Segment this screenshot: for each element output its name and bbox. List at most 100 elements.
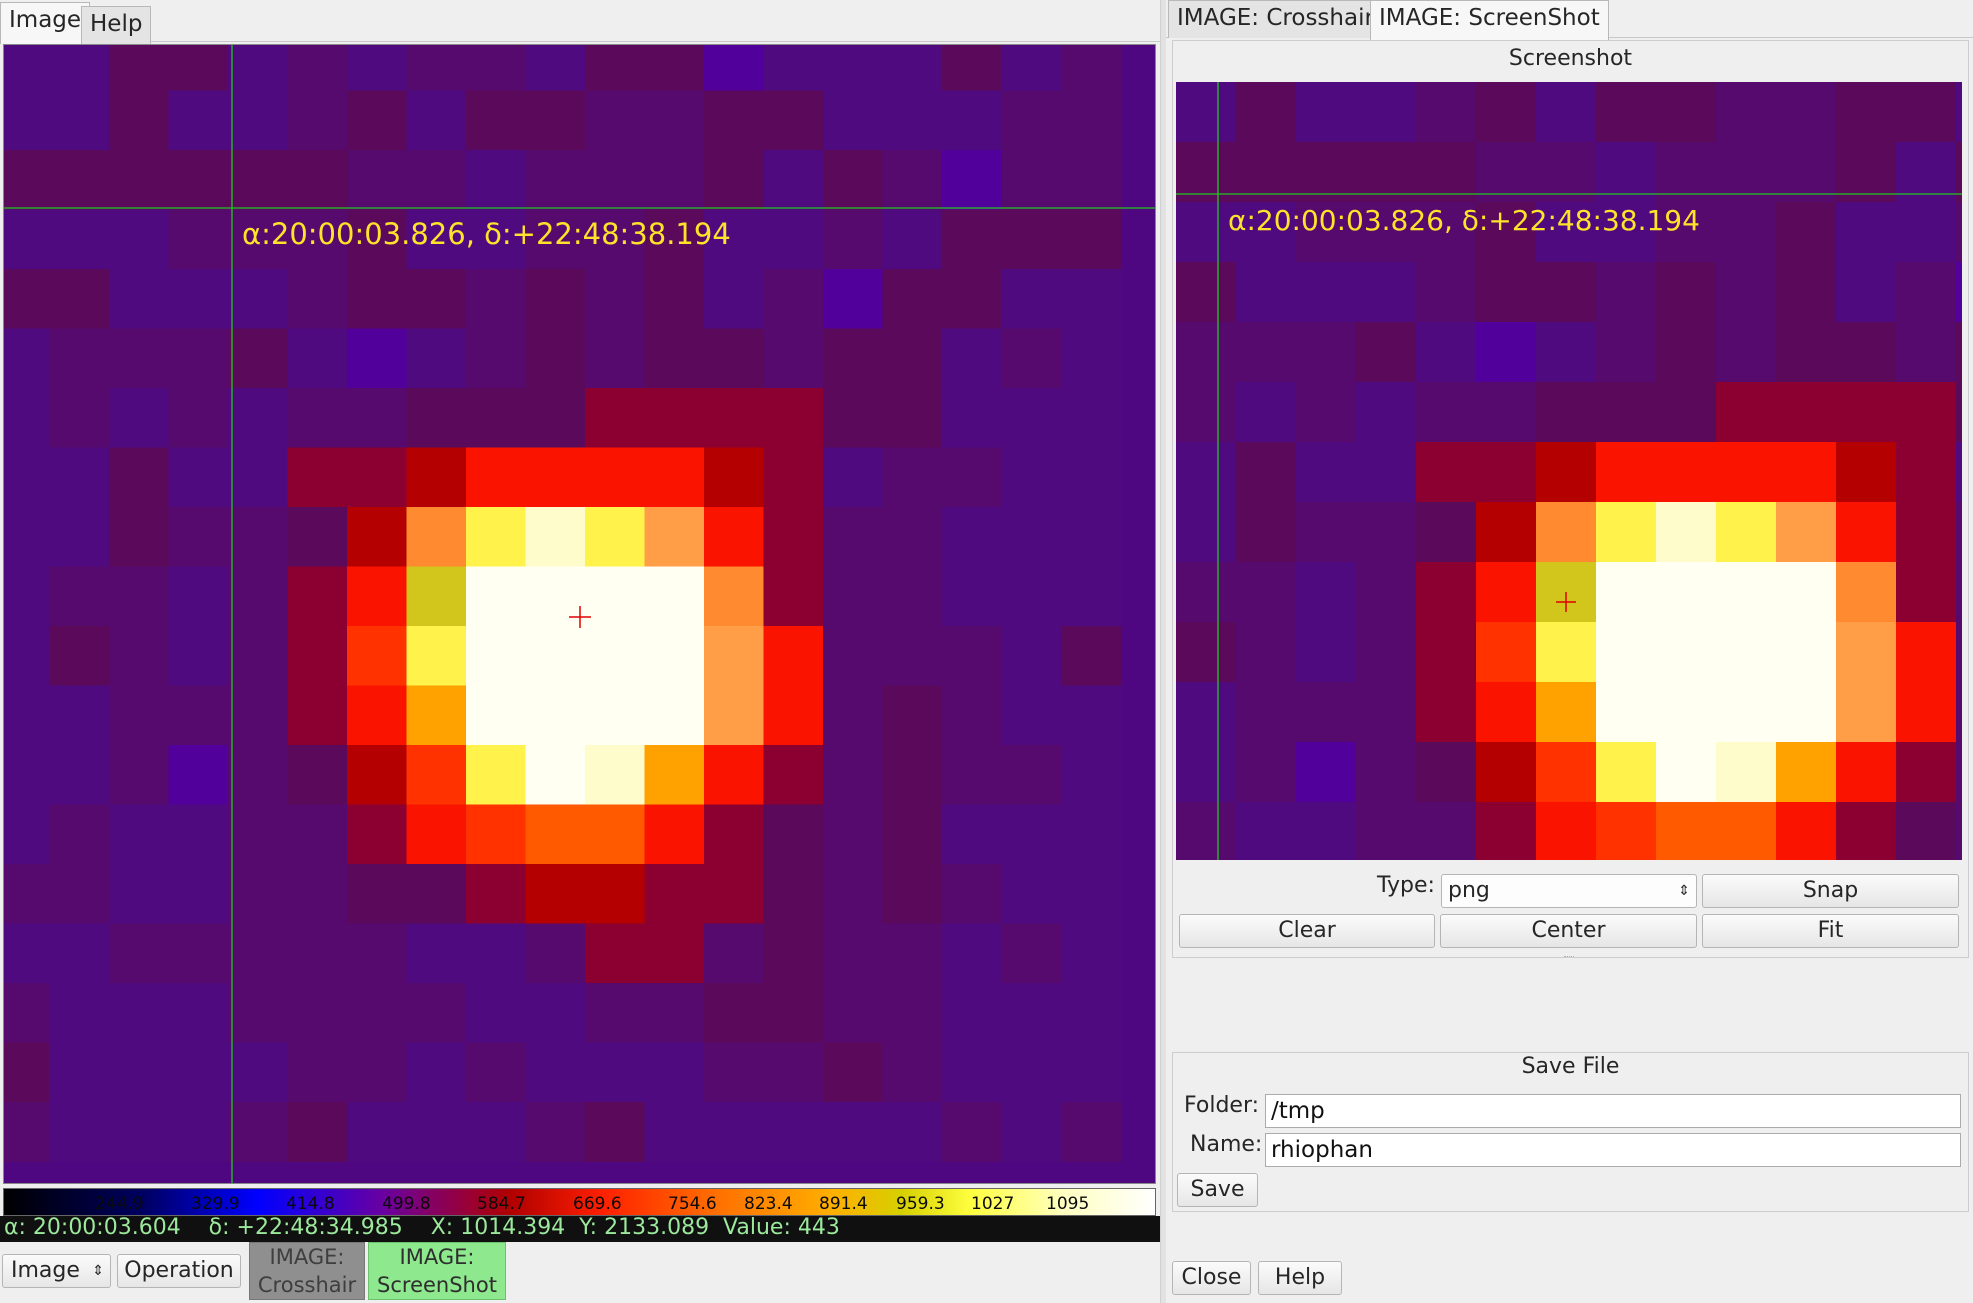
screenshot-plugin-button[interactable]: IMAGE: ScreenShot: [368, 1242, 506, 1300]
image-pixel: [644, 90, 705, 151]
image-pixel: [228, 804, 288, 865]
image-pixel: [704, 983, 764, 1043]
image-pixel: [525, 1102, 586, 1162]
image-pixel: [942, 923, 1002, 984]
crosshair-plugin-button[interactable]: IMAGE: Crosshair: [249, 1242, 365, 1300]
image-pixel: [1656, 442, 1717, 503]
image-pixel: [942, 328, 1002, 389]
image-pixel: [168, 90, 229, 151]
colorbar-tick-label: 891.4: [819, 1194, 868, 1214]
image-pixel: [109, 388, 169, 448]
image-pixel: [347, 983, 407, 1043]
image-pixel: [823, 685, 883, 746]
image-pixel: [942, 745, 1002, 805]
snap-button[interactable]: Snap: [1702, 874, 1959, 908]
image-pixel: [49, 45, 110, 91]
folder-field[interactable]: /tmp: [1265, 1094, 1961, 1128]
image-pixel: [585, 209, 645, 270]
tab-help[interactable]: Help: [81, 6, 152, 44]
image-pixel: [347, 1042, 407, 1103]
image-pixel: [1956, 502, 1962, 563]
image-pixel: [942, 388, 1002, 448]
image-pixel: [1656, 622, 1717, 683]
center-button[interactable]: Center: [1440, 914, 1697, 948]
image-pixel: [1656, 262, 1717, 323]
image-pixel: [1776, 202, 1837, 263]
image-viewer[interactable]: α:20:00:03.826, δ:+22:48:38.194: [3, 44, 1156, 1184]
image-pixel: [1956, 82, 1962, 143]
image-pixel: [823, 90, 883, 151]
image-pixel: [228, 864, 288, 924]
image-pixel: [763, 269, 824, 329]
image-pixel: [1476, 382, 1537, 443]
image-pixel: [525, 328, 586, 389]
image-pixel: [109, 804, 169, 865]
save-button[interactable]: Save: [1177, 1173, 1258, 1207]
close-button[interactable]: Close: [1172, 1261, 1251, 1295]
image-pixel: [4, 745, 50, 805]
pane-splitter[interactable]: [1160, 0, 1166, 1303]
image-pixel: [704, 804, 764, 865]
image-pixel: [406, 864, 467, 924]
image-pixel: [585, 804, 645, 865]
image-pixel: [466, 864, 526, 924]
image-pixel: [406, 626, 467, 686]
type-select[interactable]: png ⇕: [1441, 874, 1697, 908]
image-pixel: [1296, 142, 1357, 203]
image-pixel: [1836, 142, 1897, 203]
image-pixel: [1416, 562, 1477, 623]
image-pixel: [1061, 864, 1121, 924]
image-pixel: [942, 566, 1002, 627]
image-pixel: [882, 923, 943, 984]
image-menu-select[interactable]: Image ⇕: [2, 1254, 111, 1288]
image-pixel: [287, 269, 348, 329]
image-pixel: [49, 923, 110, 984]
image-pixel: [823, 150, 883, 210]
operation-button[interactable]: Operation: [117, 1254, 241, 1288]
colorbar-tick-label: 959.3: [896, 1194, 945, 1214]
image-pixel: [1356, 262, 1417, 323]
image-pixel: [1776, 442, 1837, 503]
image-pixel: [1001, 745, 1062, 805]
colorbar-tick-label: 329.9: [191, 1194, 240, 1214]
image-pixel: [1001, 685, 1062, 746]
panel-splitter-handle[interactable]: [1564, 956, 1574, 959]
image-pixel: [1476, 742, 1537, 803]
image-pixel: [1656, 682, 1717, 743]
image-pixel: [49, 745, 110, 805]
image-pixel: [1296, 622, 1357, 683]
clear-button[interactable]: Clear: [1179, 914, 1435, 948]
image-pixel: [466, 150, 526, 210]
tab-image[interactable]: Image: [0, 2, 91, 44]
image-pixel: [525, 745, 586, 805]
image-pixel: [823, 1102, 883, 1162]
save-file-title: Save File: [1521, 1054, 1620, 1079]
image-pixel: [1416, 262, 1477, 323]
image-pixel: [1236, 142, 1297, 203]
image-pixel: [228, 328, 288, 389]
screenshot-frame: [1172, 40, 1969, 958]
image-pixel: [1896, 382, 1957, 443]
image-pixel: [1596, 322, 1657, 383]
image-pixel: [406, 566, 467, 627]
image-pixel: [882, 1042, 943, 1103]
image-pixel: [1001, 328, 1062, 389]
fit-button[interactable]: Fit: [1702, 914, 1959, 948]
tab-crosshair[interactable]: IMAGE: Crosshair: [1168, 0, 1383, 38]
help-button[interactable]: Help: [1258, 1261, 1342, 1295]
image-pixel: [704, 45, 764, 91]
image-pixel: [228, 90, 288, 151]
screenshot-preview[interactable]: α:20:00:03.826, δ:+22:48:38.194: [1176, 82, 1962, 860]
image-pixel: [1716, 622, 1777, 683]
image-pixel: [49, 447, 110, 508]
pixel-mosaic: [4, 45, 1155, 1183]
name-field[interactable]: rhiophan: [1265, 1133, 1961, 1167]
image-pixel: [763, 864, 824, 924]
image-pixel: [704, 566, 764, 627]
image-pixel: [49, 388, 110, 448]
colorbar-tick-label: 244.9: [95, 1194, 144, 1214]
colorbar[interactable]: [3, 1188, 1156, 1216]
image-pixel: [1836, 262, 1897, 323]
tab-screenshot[interactable]: IMAGE: ScreenShot: [1370, 0, 1609, 40]
image-pixel: [823, 209, 883, 270]
